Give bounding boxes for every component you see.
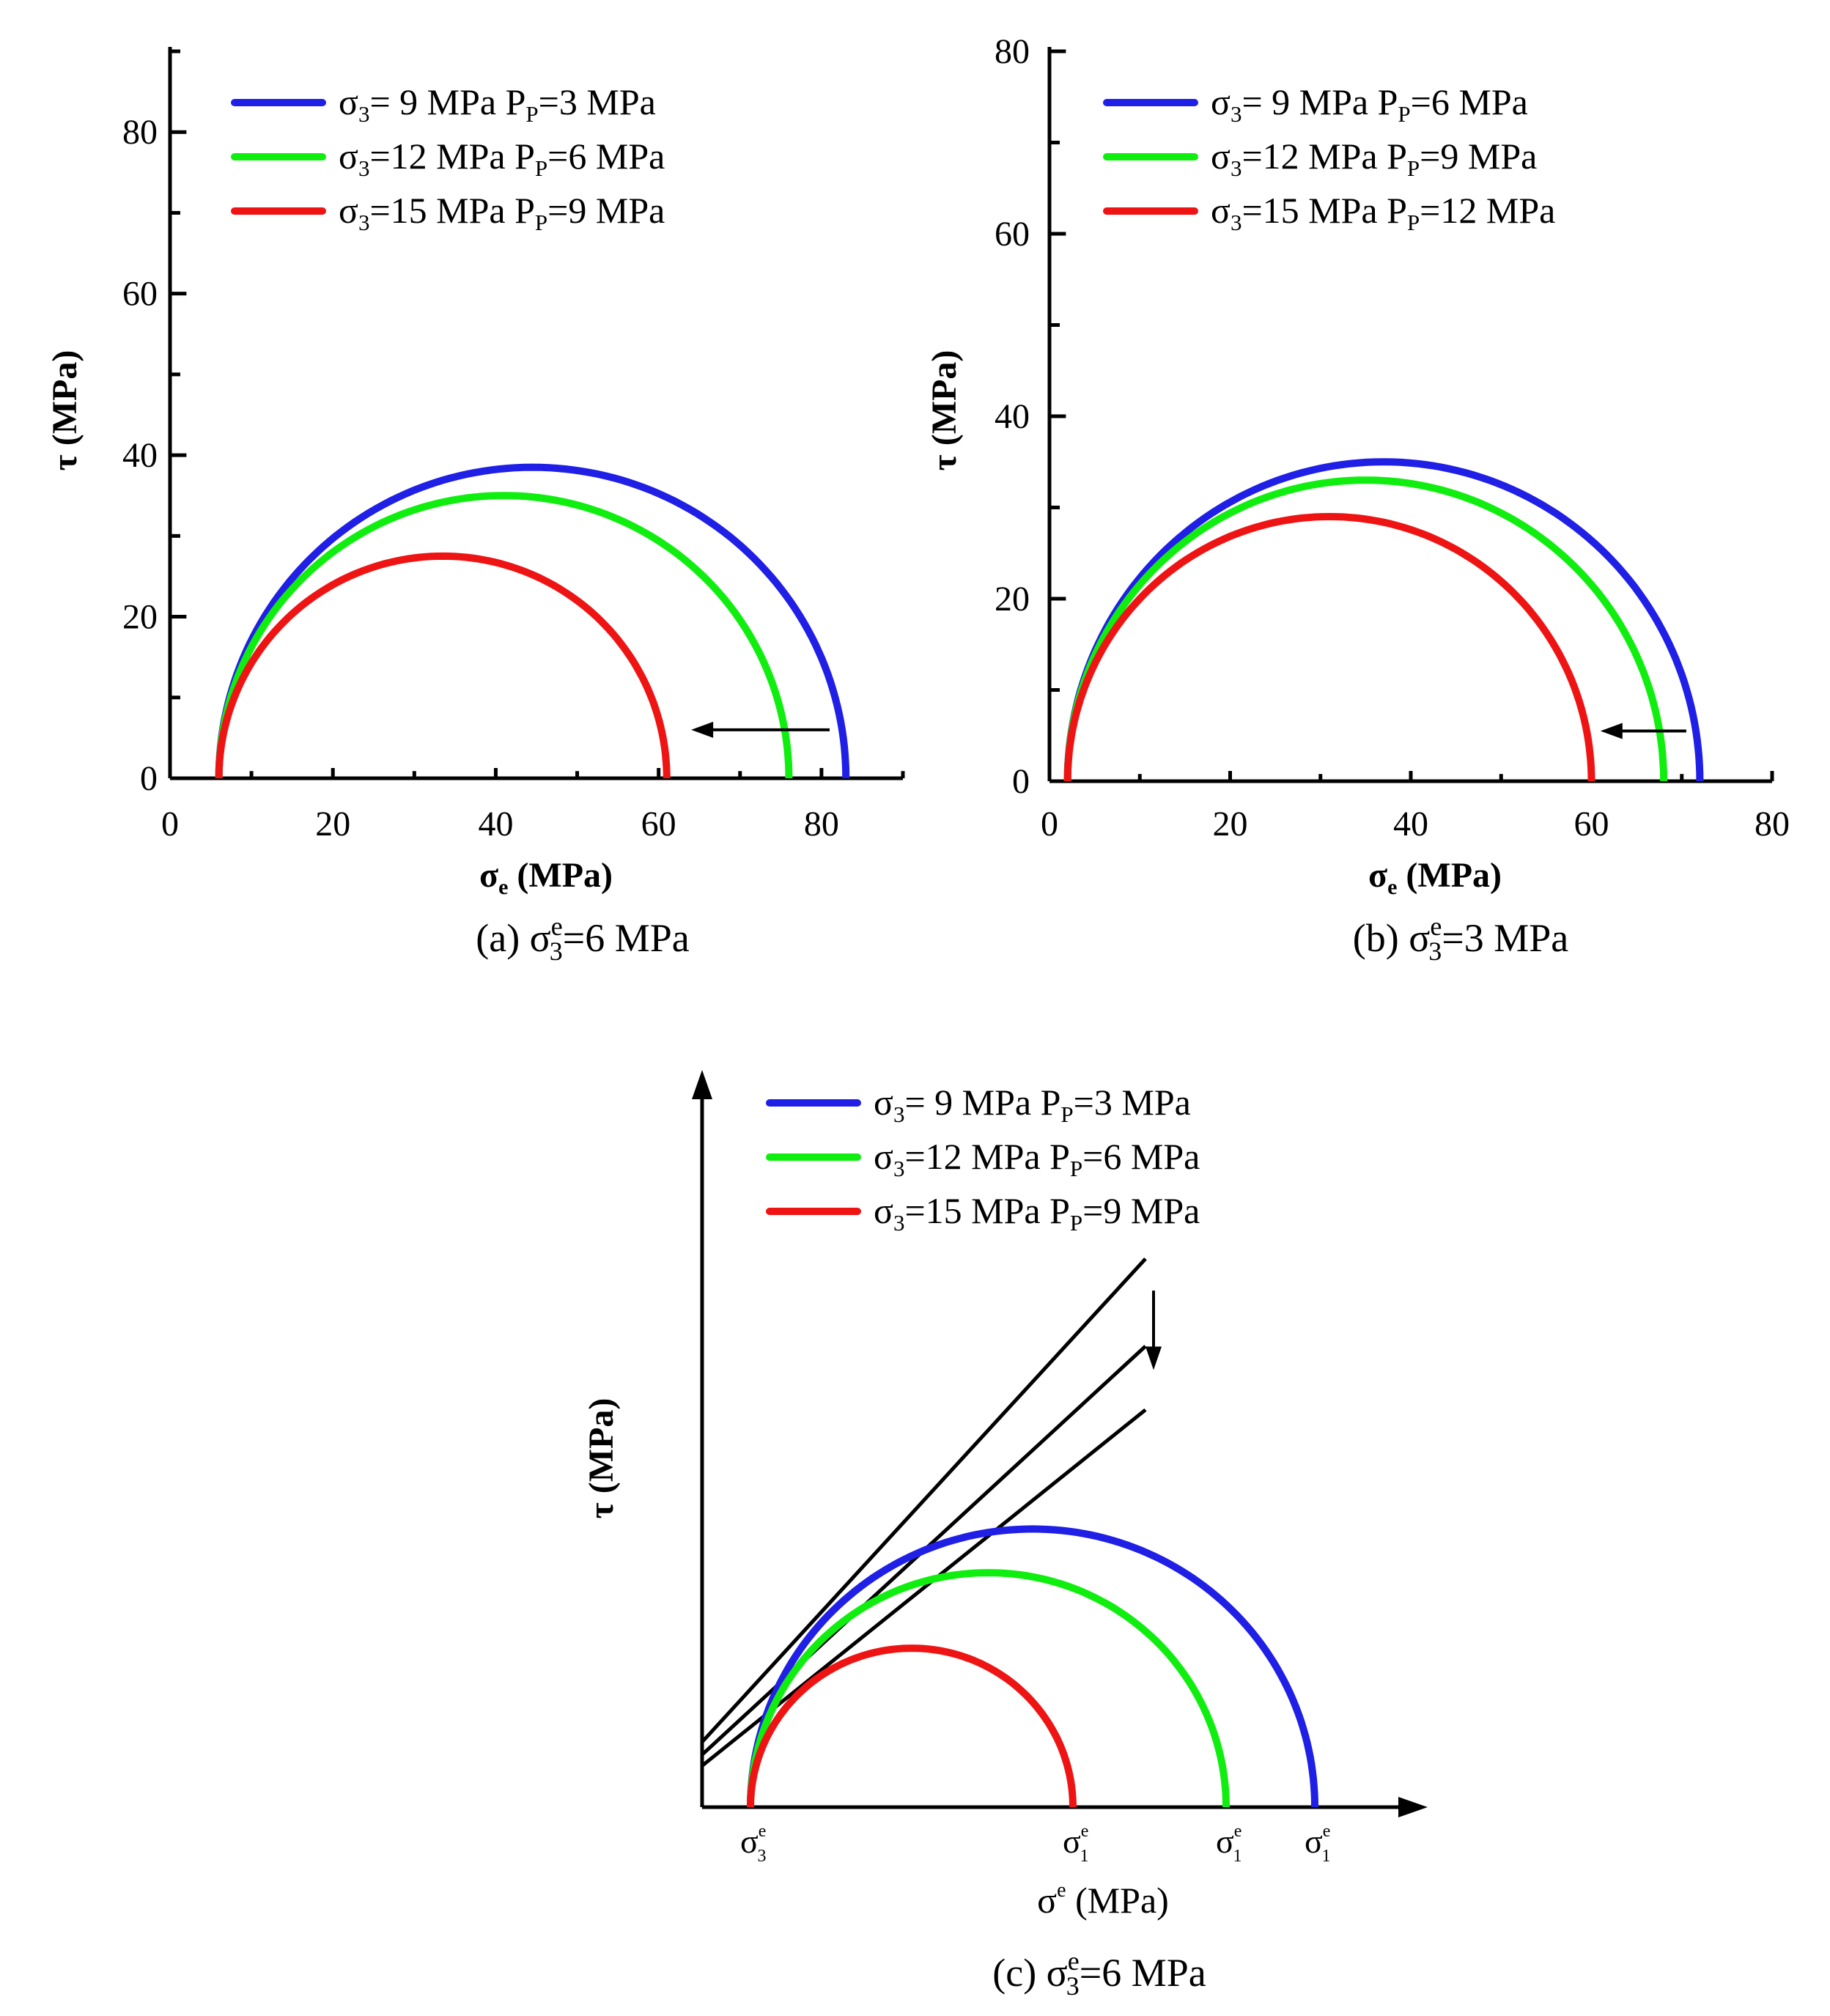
legend-label-green: σ3=12 MPa PP=9 MPa xyxy=(1211,136,1537,181)
legend-label-green: σ3=12 MPa PP=6 MPa xyxy=(339,136,665,181)
panel-b-tick-labels: 0 20 40 60 80 0 20 40 60 80 xyxy=(995,32,1790,843)
panel-b-caption: (b) σe 3=3 MPa xyxy=(1353,912,1569,966)
x-tick-label: 0 xyxy=(1041,805,1058,843)
x-tick-label: 0 xyxy=(161,805,179,843)
panel-c-plot-marks xyxy=(692,1070,1428,1817)
x-tick-label: 80 xyxy=(804,805,839,843)
panel-a-ylabel: τ (MPa) xyxy=(45,350,84,471)
shift-arrow-head xyxy=(1600,723,1623,739)
mohr-circle-green xyxy=(747,1569,1230,1808)
axis-point-label: σe 1 xyxy=(1216,1822,1241,1866)
y-tick-label: 40 xyxy=(122,436,158,475)
x-tick-label: 60 xyxy=(1574,805,1609,843)
mohr-circle-blue xyxy=(747,1525,1318,1808)
panel-c-xlabel: σe (MPa) xyxy=(1037,1879,1169,1921)
panel-c-axis-point-labels: σe 3 σe 1 σe 1 σe 1 xyxy=(740,1822,1330,1866)
mohr-circle-red xyxy=(1063,512,1595,782)
x-tick-label: 80 xyxy=(1755,805,1790,843)
legend-label-red: σ3=15 MPa PP=12 MPa xyxy=(1211,190,1555,235)
x-axis-arrowhead xyxy=(1398,1797,1428,1817)
shift-arrow-head xyxy=(691,721,714,738)
y-tick-label: 60 xyxy=(995,215,1030,254)
legend-label-blue: σ3= 9 MPa PP=3 MPa xyxy=(874,1082,1191,1127)
failure-envelope-line xyxy=(701,1258,1147,1743)
panel-b-xlabel: σe (MPa) xyxy=(1368,856,1502,899)
panel-b-legend: σ3= 9 MPa PP=6 MPa σ3=12 MPa PP=9 MPa σ3=1… xyxy=(1103,81,1555,235)
mohr-circle-green xyxy=(215,492,793,779)
y-axis-arrowhead xyxy=(692,1070,712,1099)
panel-c-caption: (c) σe 3=6 MPa xyxy=(992,1946,1206,2001)
y-tick-label: 0 xyxy=(1012,762,1030,801)
y-tick-label: 60 xyxy=(122,275,158,314)
x-tick-label: 20 xyxy=(315,805,350,843)
panel-a-xlabel: σe (MPa) xyxy=(479,856,613,899)
mohr-circle-green xyxy=(1063,476,1668,782)
legend-label-red: σ3=15 MPa PP=9 MPa xyxy=(339,190,665,235)
panel-b-plot-marks xyxy=(1047,47,1774,783)
panel-c-ylabel: τ (MPa) xyxy=(582,1398,621,1519)
x-tick-label: 20 xyxy=(1213,805,1248,843)
panel-a-legend: σ3= 9 MPa PP=3 MPa σ3=12 MPa PP=6 MPa σ3=1… xyxy=(231,81,665,235)
y-tick-label: 80 xyxy=(122,113,158,152)
x-tick-label: 60 xyxy=(641,805,676,843)
mohr-circle-blue xyxy=(1063,458,1704,782)
panel-a-tick-labels: 0 20 40 60 80 0 20 40 60 80 xyxy=(122,113,839,843)
legend-label-green: σ3=12 MPa PP=6 MPa xyxy=(874,1136,1200,1181)
panel-c-legend: σ3= 9 MPa PP=3 MPa σ3=12 MPa PP=6 MPa σ3=1… xyxy=(766,1082,1200,1236)
panel-a-plot-marks xyxy=(168,47,905,780)
y-tick-label: 20 xyxy=(995,580,1030,619)
x-tick-label: 40 xyxy=(1393,805,1428,843)
axis-point-label: σe 3 xyxy=(740,1822,766,1866)
legend-label-red: σ3=15 MPa PP=9 MPa xyxy=(874,1190,1200,1236)
panel-b-ylabel: τ (MPa) xyxy=(925,350,964,471)
mohr-circle-blue xyxy=(215,463,850,779)
x-tick-label: 40 xyxy=(478,805,513,843)
mohr-circle-red xyxy=(747,1644,1077,1808)
legend-label-blue: σ3= 9 MPa PP=6 MPa xyxy=(1211,81,1528,127)
mohr-circle-red xyxy=(215,552,671,779)
y-tick-label: 0 xyxy=(140,759,158,798)
axis-point-label: σe 1 xyxy=(1305,1822,1330,1866)
shift-arrow-head xyxy=(1145,1346,1162,1370)
y-tick-label: 20 xyxy=(122,598,158,637)
y-tick-label: 80 xyxy=(995,32,1030,71)
panel-a-caption: (a) σe 3=6 MPa xyxy=(476,912,690,966)
legend-label-blue: σ3= 9 MPa PP=3 MPa xyxy=(339,81,656,127)
axis-point-label: σe 1 xyxy=(1063,1822,1088,1866)
y-tick-label: 40 xyxy=(995,397,1030,436)
panel-c: σe 3 σe 1 σe 1 σe 1 σ3= 9 MPa PP=3 MPa σ3=12 MPa… xyxy=(582,1070,1428,2001)
